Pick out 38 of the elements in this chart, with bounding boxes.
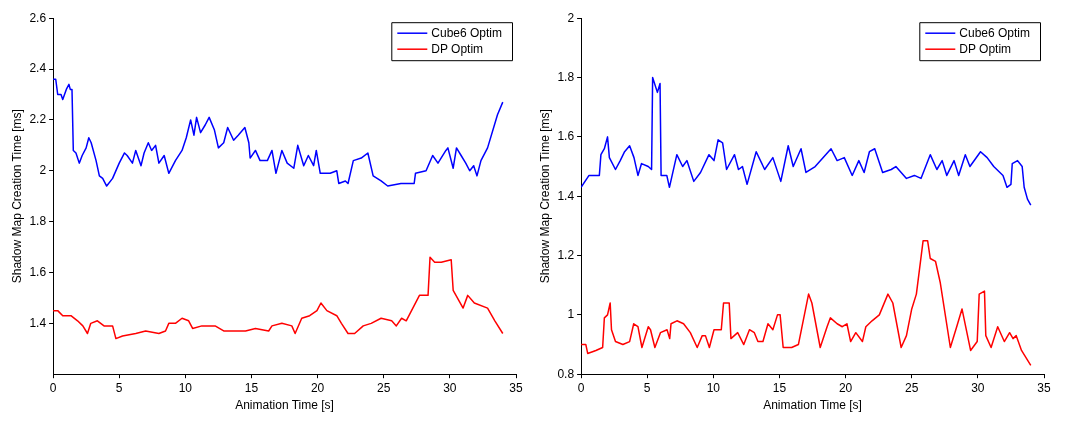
legend-label: Cube6 Optim — [959, 25, 1030, 40]
x-tick-label: 35 — [509, 380, 523, 395]
x-tick-label: 25 — [905, 380, 919, 395]
x-tick-label: 30 — [971, 380, 985, 395]
x-tick-label: 25 — [377, 380, 391, 395]
y-axis-title: Shadow Map Creation Time [ms] — [537, 109, 552, 284]
x-tick-label: 10 — [706, 380, 721, 395]
y-tick-label: 1.8 — [29, 213, 47, 228]
y-tick-label: 1.6 — [557, 129, 575, 144]
y-axis-title: Shadow Map Creation Time [ms] — [9, 109, 24, 284]
x-tick-label: 0 — [49, 380, 57, 395]
y-tick-label: 2.4 — [29, 61, 47, 76]
x-axis-title: Animation Time [s] — [235, 398, 334, 413]
legend-label: Cube6 Optim — [431, 25, 502, 40]
x-axis-title: Animation Time [s] — [763, 398, 862, 413]
y-tick-label: 1.2 — [557, 247, 575, 262]
y-tick-label: 1 — [567, 307, 575, 322]
y-tick-label: 2.6 — [29, 10, 47, 25]
y-tick-label: 2 — [567, 10, 575, 25]
x-tick-label: 15 — [772, 380, 787, 395]
x-tick-label: 15 — [244, 380, 259, 395]
x-tick-label: 20 — [310, 380, 325, 395]
y-tick-label: 1.6 — [29, 264, 47, 279]
legend-label: DP Optim — [959, 41, 1012, 56]
x-tick-label: 5 — [643, 380, 651, 395]
x-tick-label: 0 — [577, 380, 585, 395]
x-tick-label: 35 — [1037, 380, 1051, 395]
y-tick-label: 1.4 — [29, 315, 47, 330]
y-tick-label: 1.4 — [557, 188, 575, 203]
x-tick-label: 20 — [838, 380, 853, 395]
y-tick-label: 1.8 — [557, 69, 575, 84]
x-tick-label: 5 — [115, 380, 123, 395]
x-tick-label: 10 — [178, 380, 193, 395]
x-tick-label: 30 — [443, 380, 457, 395]
y-tick-label: 0.8 — [557, 366, 575, 381]
y-tick-label: 2.2 — [29, 112, 47, 127]
y-tick-label: 2 — [39, 163, 47, 178]
legend-label: DP Optim — [431, 41, 484, 56]
